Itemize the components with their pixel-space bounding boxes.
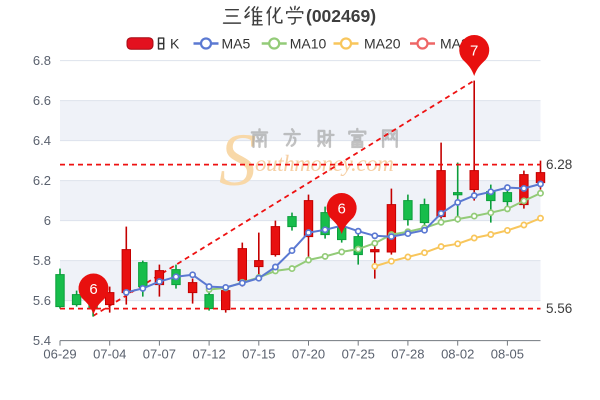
svg-text:MA10: MA10 [290,36,327,52]
svg-text:07-25: 07-25 [342,347,375,362]
svg-text:07-15: 07-15 [242,347,275,362]
svg-text:K: K [170,36,180,52]
svg-text:6: 6 [338,201,346,218]
svg-text:6: 6 [89,281,97,298]
svg-text:6.4: 6.4 [33,133,51,148]
svg-text:07-07: 07-07 [143,347,176,362]
svg-text:07-28: 07-28 [391,347,424,362]
svg-text:7: 7 [470,43,478,60]
svg-text:6.28: 6.28 [546,157,572,172]
svg-text:6.8: 6.8 [33,53,51,68]
svg-text:06-29: 06-29 [43,347,76,362]
svg-text:6: 6 [44,213,51,228]
svg-text:07-04: 07-04 [93,347,126,362]
svg-text:(002469): (002469) [306,6,376,26]
svg-text:S: S [219,119,257,202]
svg-text:MA5: MA5 [222,36,251,52]
svg-text:5.6: 5.6 [33,293,51,308]
svg-text:MA20: MA20 [364,36,401,52]
svg-text:08-05: 08-05 [491,347,524,362]
svg-text:6.2: 6.2 [33,173,51,188]
svg-text:5.8: 5.8 [33,253,51,268]
svg-text:outhmoney.com: outhmoney.com [255,151,394,176]
svg-text:5.56: 5.56 [546,301,572,316]
svg-text:5.4: 5.4 [33,333,51,348]
svg-text:07-20: 07-20 [292,347,325,362]
svg-text:6.6: 6.6 [33,93,51,108]
svg-text:08-02: 08-02 [441,347,474,362]
svg-text:07-12: 07-12 [192,347,225,362]
